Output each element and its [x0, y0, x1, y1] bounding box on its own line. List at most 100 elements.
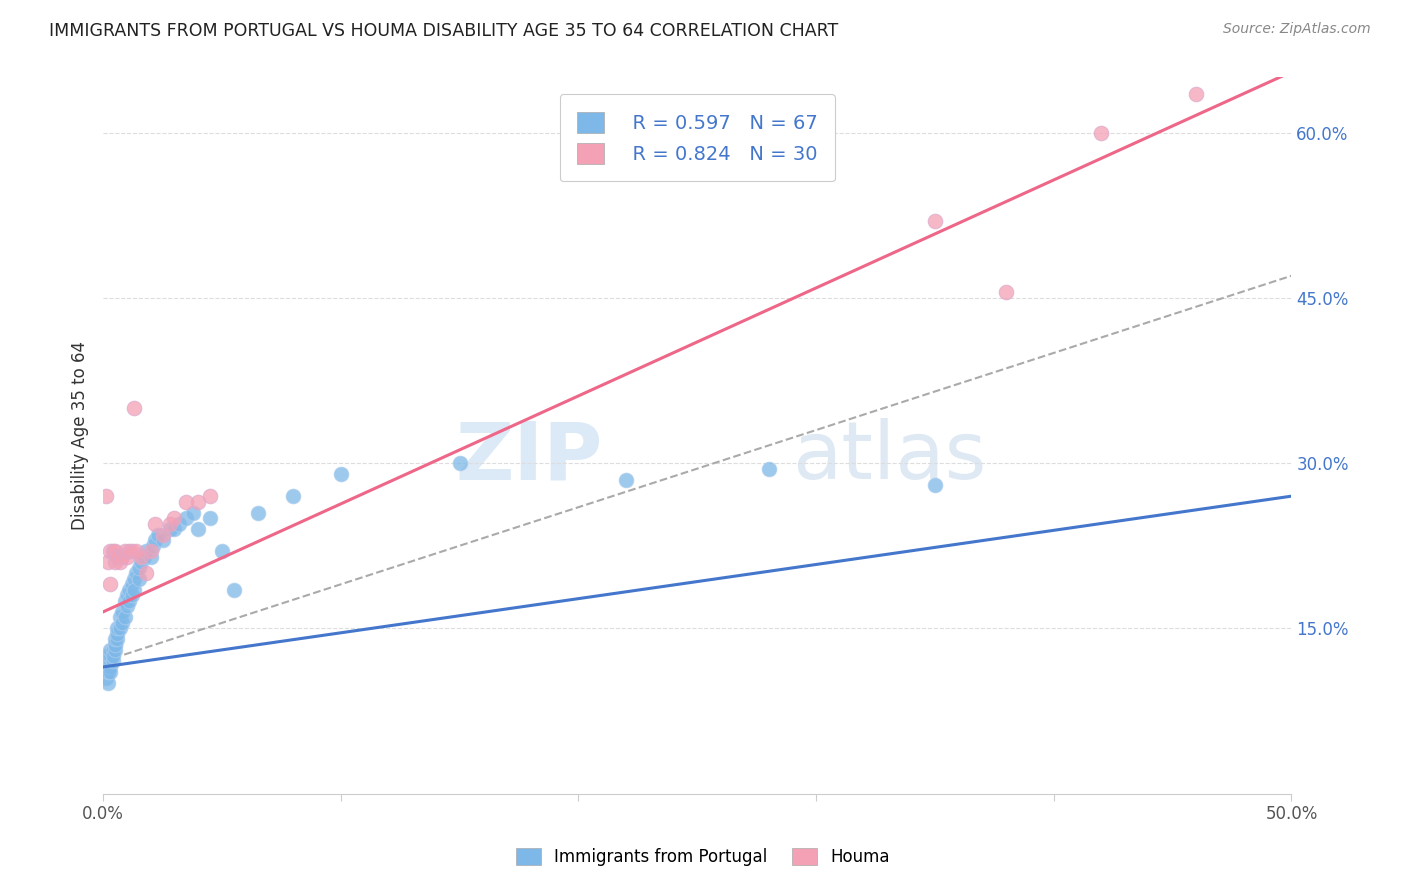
Point — [211, 544, 233, 558]
Point — [97, 648, 120, 663]
Point — [614, 473, 637, 487]
Legend: Immigrants from Portugal, Houma: Immigrants from Portugal, Houma — [502, 834, 904, 880]
Text: IMMIGRANTS FROM PORTUGAL VS HOUMA DISABILITY AGE 35 TO 64 CORRELATION CHART: IMMIGRANTS FROM PORTUGAL VS HOUMA DISABI… — [49, 22, 838, 40]
Point — [108, 555, 131, 569]
Point — [449, 456, 471, 470]
Point — [98, 660, 121, 674]
Point — [121, 544, 143, 558]
Point — [98, 577, 121, 591]
Point — [114, 594, 136, 608]
Point — [122, 582, 145, 597]
Point — [97, 660, 120, 674]
Point — [97, 655, 120, 669]
Point — [145, 533, 167, 548]
Point — [111, 615, 134, 630]
Point — [187, 494, 209, 508]
Legend:   R = 0.597   N = 67,   R = 0.824   N = 30: R = 0.597 N = 67, R = 0.824 N = 30 — [560, 95, 835, 181]
Point — [108, 610, 131, 624]
Point — [105, 627, 128, 641]
Point — [1185, 87, 1208, 101]
Point — [105, 549, 128, 564]
Point — [104, 638, 127, 652]
Point — [98, 665, 121, 680]
Point — [187, 522, 209, 536]
Point — [105, 632, 128, 647]
Point — [118, 594, 141, 608]
Point — [104, 555, 127, 569]
Point — [152, 527, 174, 541]
Point — [758, 461, 780, 475]
Point — [139, 544, 162, 558]
Point — [198, 511, 221, 525]
Point — [98, 655, 121, 669]
Point — [145, 516, 167, 531]
Point — [114, 544, 136, 558]
Point — [135, 566, 157, 581]
Y-axis label: Disability Age 35 to 64: Disability Age 35 to 64 — [72, 341, 89, 530]
Point — [129, 549, 152, 564]
Point — [115, 599, 138, 614]
Point — [97, 676, 120, 690]
Point — [97, 660, 120, 674]
Point — [118, 582, 141, 597]
Point — [94, 489, 117, 503]
Point — [97, 665, 120, 680]
Point — [163, 522, 186, 536]
Point — [121, 588, 143, 602]
Point — [163, 511, 186, 525]
Point — [152, 533, 174, 548]
Point — [101, 643, 124, 657]
Point — [94, 648, 117, 663]
Point — [159, 522, 181, 536]
Point — [94, 660, 117, 674]
Point — [924, 478, 946, 492]
Point — [246, 506, 269, 520]
Point — [105, 621, 128, 635]
Point — [198, 489, 221, 503]
Point — [128, 561, 150, 575]
Point — [94, 665, 117, 680]
Point — [122, 401, 145, 415]
Point — [104, 638, 127, 652]
Point — [94, 655, 117, 669]
Point — [111, 605, 134, 619]
Point — [104, 544, 127, 558]
Text: Source: ZipAtlas.com: Source: ZipAtlas.com — [1223, 22, 1371, 37]
Point — [159, 516, 181, 531]
Point — [111, 549, 134, 564]
Point — [125, 566, 148, 581]
Point — [118, 544, 141, 558]
Point — [101, 655, 124, 669]
Point — [283, 489, 305, 503]
Text: ZIP: ZIP — [456, 418, 602, 496]
Point — [1090, 126, 1112, 140]
Point — [222, 582, 245, 597]
Point — [132, 549, 155, 564]
Point — [101, 648, 124, 663]
Text: atlas: atlas — [793, 418, 987, 496]
Point — [129, 555, 152, 569]
Point — [94, 671, 117, 685]
Point — [98, 544, 121, 558]
Point — [995, 285, 1018, 300]
Point — [176, 511, 198, 525]
Point — [97, 555, 120, 569]
Point — [146, 527, 169, 541]
Point — [104, 643, 127, 657]
Point — [122, 572, 145, 586]
Point — [108, 621, 131, 635]
Point — [128, 572, 150, 586]
Point — [101, 544, 124, 558]
Point — [183, 506, 205, 520]
Point — [135, 544, 157, 558]
Point — [114, 610, 136, 624]
Point — [139, 549, 162, 564]
Point — [924, 213, 946, 227]
Point — [142, 539, 165, 553]
Point — [167, 516, 190, 531]
Point — [115, 588, 138, 602]
Point — [125, 544, 148, 558]
Point — [121, 577, 143, 591]
Point — [104, 632, 127, 647]
Point — [98, 648, 121, 663]
